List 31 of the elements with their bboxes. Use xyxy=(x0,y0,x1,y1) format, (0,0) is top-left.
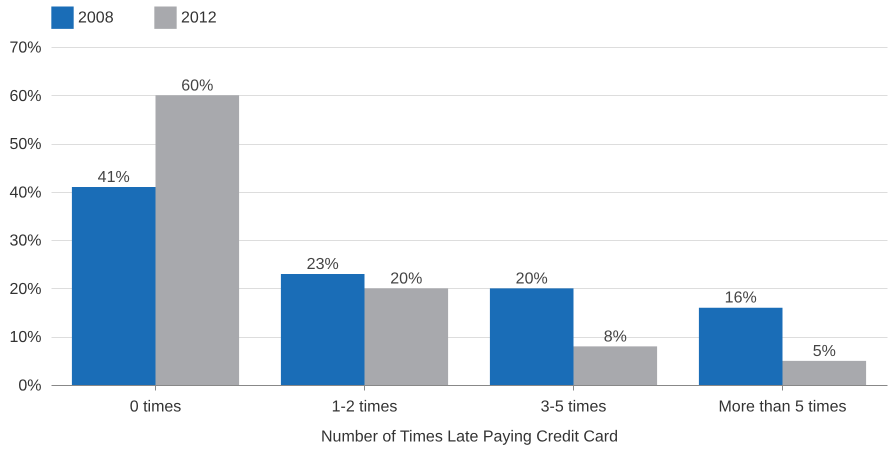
data-label: 41% xyxy=(98,169,130,186)
y-tick-label: 50% xyxy=(9,136,42,154)
y-tick-label: 40% xyxy=(9,184,42,202)
data-label: 16% xyxy=(724,290,757,307)
legend-label: 2008 xyxy=(78,10,114,27)
bar xyxy=(280,274,364,385)
data-label: 5% xyxy=(812,342,836,360)
bar xyxy=(156,95,240,385)
data-label: 20% xyxy=(516,270,548,288)
y-tick-label: 10% xyxy=(9,329,42,346)
bar xyxy=(574,346,658,385)
data-label: 60% xyxy=(181,77,214,94)
x-tick-label: 3-5 times xyxy=(540,398,606,416)
y-tick-label: 30% xyxy=(9,232,42,250)
y-tick-label: 70% xyxy=(9,40,42,56)
legend-label: 2012 xyxy=(181,10,217,27)
data-label: 8% xyxy=(604,328,627,346)
x-tick-label: More than 5 times xyxy=(718,398,847,416)
x-tick-label: 1-2 times xyxy=(332,398,398,416)
y-tick-label: 20% xyxy=(9,280,42,298)
y-tick-label: 60% xyxy=(9,88,42,105)
bar xyxy=(698,308,782,385)
bar xyxy=(490,288,574,385)
y-tick-label: 0% xyxy=(18,378,42,394)
x-axis-title: Number of Times Late Paying Credit Card xyxy=(320,428,618,446)
x-tick-label: 0 times xyxy=(130,398,182,416)
data-label: 23% xyxy=(306,256,339,273)
data-label: 20% xyxy=(390,270,422,288)
bar xyxy=(72,187,156,385)
bar xyxy=(782,360,866,385)
bar xyxy=(364,288,448,385)
